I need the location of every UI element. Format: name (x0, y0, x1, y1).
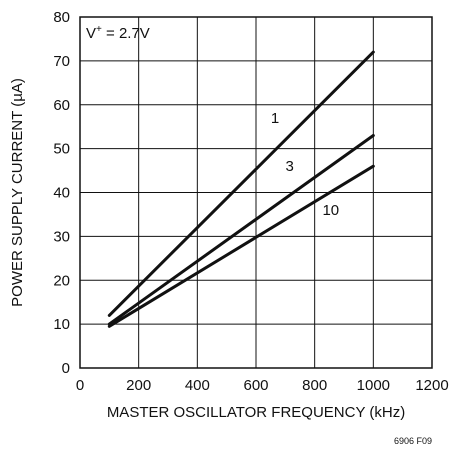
y-tick-label-8: 80 (53, 9, 70, 26)
x-tick-label-5: 1000 (357, 377, 390, 394)
series-line-3 (107, 134, 375, 326)
y-tick-label-3: 30 (53, 228, 70, 245)
grid-lines (79, 16, 433, 369)
series-group (107, 50, 375, 328)
y-tick-label-4: 40 (53, 185, 70, 202)
y-tick-labels: 0 10 20 30 40 50 60 70 80 (53, 9, 70, 377)
x-axis-label: MASTER OSCILLATOR FREQUENCY (kHz) (107, 404, 405, 421)
series-labels: 1 3 10 (271, 110, 339, 219)
x-tick-label-0: 0 (76, 377, 84, 394)
y-tick-label-6: 60 (53, 97, 70, 114)
x-tick-label-3: 600 (243, 377, 268, 394)
plot-frame (79, 16, 433, 369)
annotation-main: V (86, 25, 96, 42)
y-axis-label: POWER SUPPLY CURRENT (µA) (9, 78, 26, 307)
series-label-1: 1 (271, 110, 279, 127)
x-tick-label-4: 800 (302, 377, 327, 394)
supply-voltage-annotation: V+ = 2.7V (86, 24, 150, 42)
figure-code: 6906 F09 (394, 436, 432, 446)
x-tick-labels: 0 200 400 600 800 1000 1200 (76, 377, 449, 394)
annotation-superscript: + (96, 24, 102, 35)
y-tick-label-2: 20 (53, 272, 70, 289)
series-label-3: 3 (286, 158, 294, 175)
y-tick-label-5: 50 (53, 141, 70, 158)
x-tick-label-1: 200 (126, 377, 151, 394)
series-line-10 (107, 164, 375, 328)
y-tick-label-1: 10 (53, 316, 70, 333)
annotation-rest: = 2.7V (102, 25, 150, 42)
x-tick-label-6: 1200 (415, 377, 448, 394)
y-tick-label-7: 70 (53, 53, 70, 70)
series-label-10: 10 (322, 202, 339, 219)
series-line-1 (107, 50, 375, 317)
x-tick-label-2: 400 (185, 377, 210, 394)
y-tick-label-0: 0 (62, 360, 70, 377)
